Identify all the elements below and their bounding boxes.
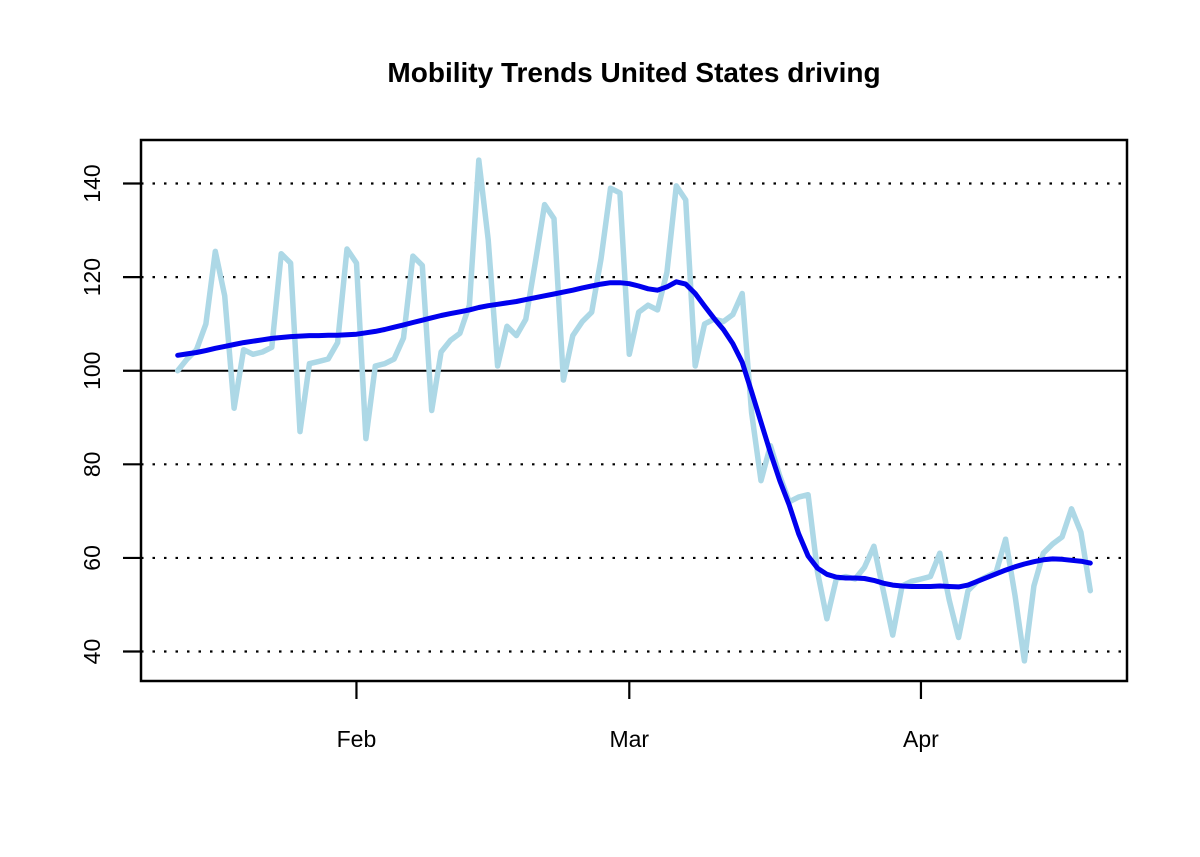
chart-title: Mobility Trends United States driving (387, 57, 880, 88)
trend-series-line (175, 279, 1093, 590)
x-tick-label: Apr (903, 726, 939, 752)
y-tick-label: 80 (79, 452, 105, 478)
y-tick-label: 40 (79, 639, 105, 665)
y-tick-label: 140 (79, 164, 105, 202)
data-series (174, 157, 1094, 664)
y-tick-label: 120 (79, 258, 105, 296)
y-tick-label: 60 (79, 545, 105, 571)
x-tick-label: Mar (609, 726, 649, 752)
daily-series-line (174, 157, 1094, 664)
plot-frame (139, 138, 1129, 683)
axis-ticks (123, 182, 923, 699)
plot-border (139, 138, 1129, 683)
x-tick-label: Feb (337, 726, 377, 752)
gridlines (141, 182, 1127, 653)
y-tick-label: 100 (79, 352, 105, 390)
axis-labels: Feb Mar Apr 40 60 80 100 120 140 (79, 164, 939, 752)
